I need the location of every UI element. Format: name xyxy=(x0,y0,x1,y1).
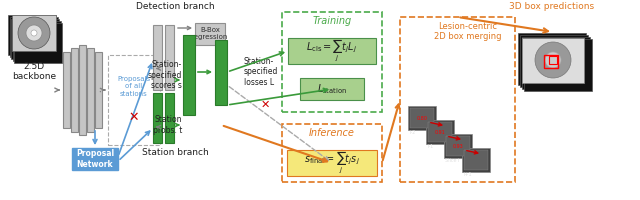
Text: B-Box
regression: B-Box regression xyxy=(192,27,228,40)
Bar xyxy=(87,48,94,132)
Bar xyxy=(165,25,174,90)
Text: Station
probs. t: Station probs. t xyxy=(152,115,182,135)
Bar xyxy=(215,40,227,105)
Bar xyxy=(12,15,56,51)
Bar xyxy=(444,134,472,158)
Bar xyxy=(462,148,490,172)
Bar xyxy=(408,106,436,130)
Text: i-2: i-2 xyxy=(409,130,415,134)
Circle shape xyxy=(545,52,561,68)
Bar xyxy=(428,122,452,142)
Text: 0.80: 0.80 xyxy=(417,116,428,120)
Bar xyxy=(13,21,61,61)
Circle shape xyxy=(535,42,571,78)
Circle shape xyxy=(31,30,37,36)
Text: Station-
specified
losses L: Station- specified losses L xyxy=(244,57,278,87)
Bar xyxy=(524,39,592,91)
Bar xyxy=(282,124,382,182)
Bar xyxy=(79,45,86,135)
Bar xyxy=(282,12,382,112)
Text: Slice i: Slice i xyxy=(445,158,460,162)
Bar xyxy=(165,93,174,143)
Bar xyxy=(14,23,62,63)
Text: ✕: ✕ xyxy=(260,100,269,110)
Text: Detection branch: Detection branch xyxy=(136,2,214,11)
Text: Proposals
of all
stations: Proposals of all stations xyxy=(117,76,150,97)
Bar xyxy=(426,120,454,144)
Text: Lesion-centric
2D box merging: Lesion-centric 2D box merging xyxy=(434,22,501,41)
Bar xyxy=(153,93,162,143)
Bar xyxy=(183,35,195,115)
Text: 0.93: 0.93 xyxy=(452,144,463,148)
Bar xyxy=(10,17,58,57)
Bar xyxy=(153,25,162,90)
Bar xyxy=(549,56,557,64)
Bar xyxy=(522,38,584,83)
Bar xyxy=(446,136,470,156)
Bar xyxy=(195,23,225,45)
Bar xyxy=(71,48,78,132)
Text: $L_{\mathrm{cls}} = \sum_j t_j L_j$: $L_{\mathrm{cls}} = \sum_j t_j L_j$ xyxy=(307,38,358,64)
Text: i+1: i+1 xyxy=(463,171,472,176)
Text: $L_{\mathrm{station}}$: $L_{\mathrm{station}}$ xyxy=(317,82,347,96)
Bar xyxy=(522,37,590,89)
Text: Training: Training xyxy=(312,16,351,26)
Bar xyxy=(288,38,376,64)
Circle shape xyxy=(26,25,42,41)
Bar xyxy=(95,52,102,128)
Text: Proposal
Network: Proposal Network xyxy=(76,149,114,169)
Bar xyxy=(518,33,586,85)
Circle shape xyxy=(18,17,50,49)
Bar xyxy=(108,55,160,145)
Bar xyxy=(300,78,364,100)
Text: 3D box predictions: 3D box predictions xyxy=(509,2,595,11)
Bar xyxy=(464,150,488,170)
Bar xyxy=(400,17,515,182)
Bar xyxy=(11,19,59,59)
Bar xyxy=(520,35,588,87)
Text: Station branch: Station branch xyxy=(141,148,209,157)
Bar xyxy=(63,52,70,128)
Text: $s_{\mathrm{final}} = \sum_j t_j s_j$: $s_{\mathrm{final}} = \sum_j t_j s_j$ xyxy=(304,150,360,176)
Text: ✕: ✕ xyxy=(129,110,140,123)
Bar xyxy=(544,55,558,68)
Text: 2.5D
backbone: 2.5D backbone xyxy=(12,62,56,81)
Text: Inference: Inference xyxy=(309,128,355,138)
Bar xyxy=(287,150,377,176)
Bar xyxy=(8,15,56,55)
Bar xyxy=(410,108,434,128)
Text: i-1: i-1 xyxy=(427,144,433,148)
Text: 0.91: 0.91 xyxy=(435,130,445,134)
Text: Station-
specified
scores s: Station- specified scores s xyxy=(148,60,182,90)
Bar xyxy=(72,148,118,170)
